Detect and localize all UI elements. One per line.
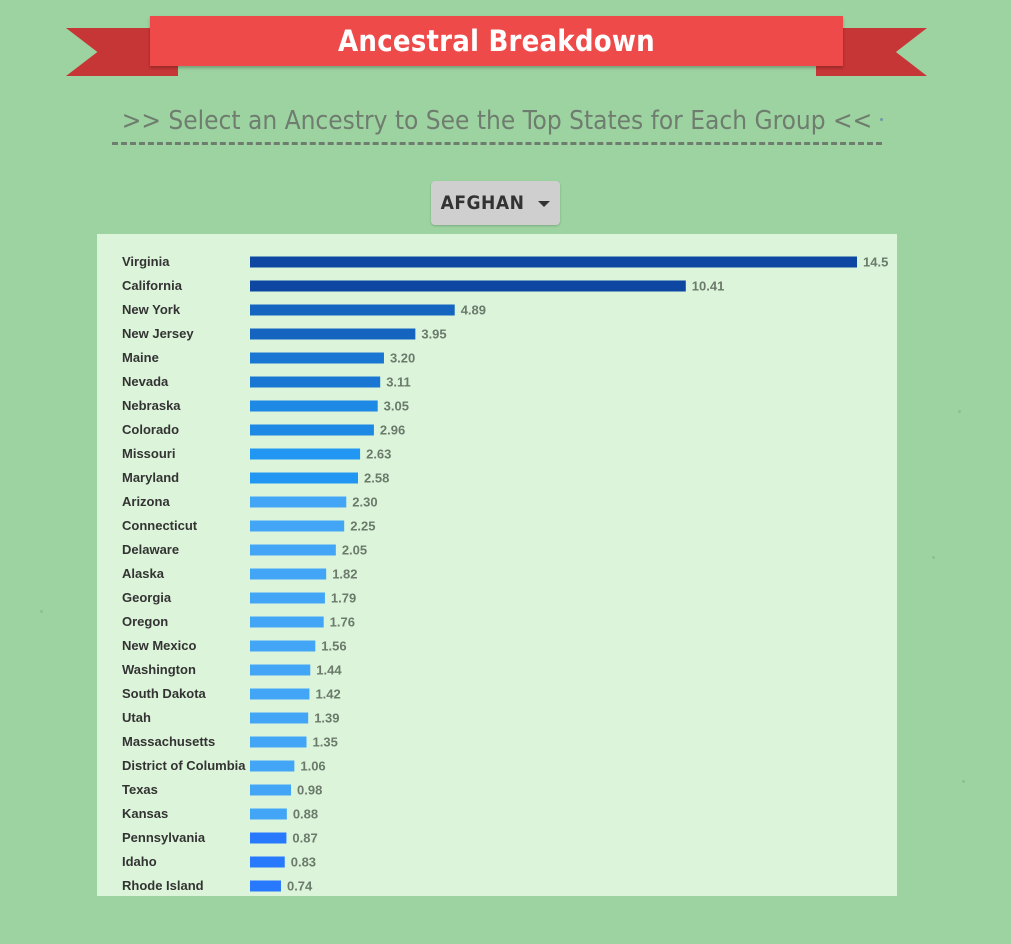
bar[interactable] — [250, 592, 325, 604]
background-speck — [880, 118, 883, 121]
bar[interactable] — [250, 688, 310, 700]
bar[interactable] — [250, 568, 327, 580]
category-label: New York — [122, 302, 181, 317]
bar[interactable] — [250, 280, 686, 292]
bar[interactable] — [250, 400, 378, 412]
bar[interactable] — [250, 256, 857, 268]
category-label: Oregon — [122, 614, 168, 629]
category-label: Nebraska — [122, 398, 181, 413]
category-label: Arizona — [122, 494, 170, 509]
chart-panel: Virginia 14.5 California 10.41 New York 4.89 N… — [97, 234, 897, 896]
category-label: South Dakota — [122, 686, 207, 701]
category-label: Colorado — [122, 422, 179, 437]
value-label: 1.44 — [316, 663, 342, 678]
bar[interactable] — [250, 736, 307, 748]
category-label: California — [122, 278, 183, 293]
bar[interactable] — [250, 376, 381, 388]
value-label: 2.05 — [342, 543, 367, 558]
category-label: Missouri — [122, 446, 175, 461]
background-speck — [958, 410, 961, 413]
value-label: 0.87 — [292, 831, 317, 846]
bar[interactable] — [250, 616, 324, 628]
value-label: 1.76 — [330, 615, 355, 630]
category-label: Georgia — [122, 590, 172, 605]
value-label: 3.11 — [386, 375, 411, 390]
title-ribbon: Ancestral Breakdown — [150, 16, 843, 66]
bar[interactable] — [250, 712, 309, 724]
value-label: 1.42 — [315, 687, 340, 702]
bar[interactable] — [250, 880, 281, 892]
chevron-down-icon — [538, 201, 551, 207]
bar[interactable] — [250, 520, 345, 532]
category-label: Utah — [122, 710, 151, 725]
category-label: Maryland — [122, 470, 179, 485]
value-label: 0.98 — [297, 783, 322, 798]
category-label: New Mexico — [122, 638, 196, 653]
category-label: Connecticut — [122, 518, 198, 533]
value-label: 1.56 — [321, 639, 346, 654]
bar-chart: Virginia 14.5 California 10.41 New York 4.89 N… — [122, 254, 888, 894]
page-title: Ancestral Breakdown — [338, 24, 655, 58]
value-label: 0.88 — [293, 807, 318, 822]
background-speck — [962, 780, 965, 783]
bar[interactable] — [250, 544, 336, 556]
category-label: Kansas — [122, 806, 168, 821]
category-label: Alaska — [122, 566, 165, 581]
category-label: Rhode Island — [122, 878, 204, 893]
category-label: Idaho — [122, 854, 157, 869]
bar[interactable] — [250, 808, 287, 820]
value-label: 1.06 — [300, 759, 325, 774]
category-label: New Jersey — [122, 326, 194, 341]
value-label: 2.63 — [366, 447, 391, 462]
bar[interactable] — [250, 424, 374, 436]
bar[interactable] — [250, 832, 287, 844]
value-label: 2.25 — [350, 519, 375, 534]
value-label: 14.5 — [863, 255, 888, 270]
category-label: Virginia — [122, 254, 170, 269]
value-label: 4.89 — [461, 303, 486, 318]
value-label: 3.20 — [390, 351, 415, 366]
bar[interactable] — [250, 304, 455, 316]
value-label: 1.79 — [331, 591, 356, 606]
value-label: 0.74 — [287, 879, 313, 894]
background-speck — [932, 556, 935, 559]
bar[interactable] — [250, 472, 359, 484]
background-speck — [40, 610, 43, 613]
value-label: 1.39 — [314, 711, 339, 726]
bar[interactable] — [250, 352, 384, 364]
value-label: 3.05 — [384, 399, 409, 414]
ancestry-dropdown-value: AFGHAN — [440, 192, 525, 214]
bar[interactable] — [250, 784, 292, 796]
category-label: Texas — [122, 782, 158, 797]
value-label: 2.58 — [364, 471, 389, 486]
category-label: Nevada — [122, 374, 169, 389]
category-label: Washington — [122, 662, 196, 677]
value-label: 3.95 — [421, 327, 446, 342]
value-label: 1.35 — [313, 735, 338, 750]
category-label: Massachusetts — [122, 734, 215, 749]
bar[interactable] — [250, 760, 295, 772]
bar[interactable] — [250, 496, 347, 508]
value-label: 2.96 — [380, 423, 405, 438]
value-label: 10.41 — [692, 279, 725, 294]
category-label: Delaware — [122, 542, 179, 557]
category-label: Maine — [122, 350, 159, 365]
instruction-subtitle: >> Select an Ancestry to See the Top Sta… — [121, 106, 873, 136]
bar[interactable] — [250, 328, 416, 340]
dashed-divider — [112, 142, 882, 145]
category-label: Pennsylvania — [122, 830, 206, 845]
bar[interactable] — [250, 856, 285, 868]
bar[interactable] — [250, 664, 311, 676]
value-label: 2.30 — [352, 495, 377, 510]
bar[interactable] — [250, 448, 361, 460]
value-label: 1.82 — [332, 567, 357, 582]
category-label: District of Columbia — [122, 758, 246, 773]
value-label: 0.83 — [291, 855, 316, 870]
bar[interactable] — [250, 640, 316, 652]
ancestry-dropdown[interactable]: AFGHAN — [431, 181, 560, 225]
